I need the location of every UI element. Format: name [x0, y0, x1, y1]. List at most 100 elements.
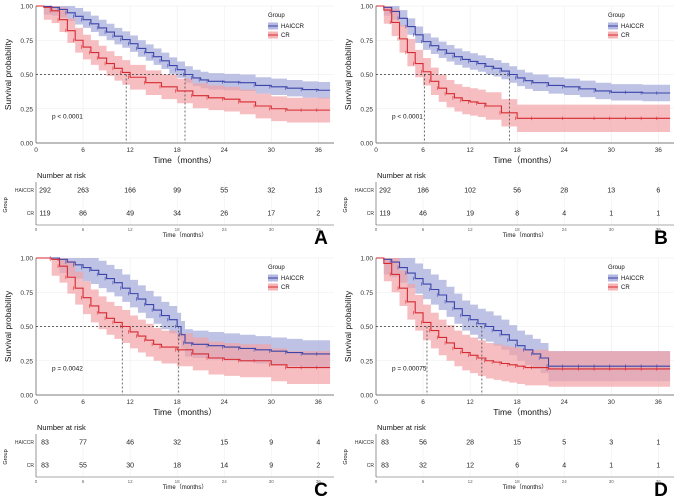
km-panel-b: 0.000.250.500.751.000 6 12 18 24 30 36Time（mon…	[343, 4, 674, 249]
risk-count: 83	[41, 440, 49, 447]
risk-x-tick-label: 30	[269, 227, 275, 232]
y-tick-label: 0.00	[20, 141, 33, 148]
x-tick-label: 18	[514, 147, 522, 154]
risk-row-label-cr: CR	[367, 463, 375, 469]
x-tick-label: 24	[561, 147, 569, 154]
x-tick-label: 30	[268, 147, 276, 154]
risk-count: 12	[466, 463, 474, 470]
x-tick-label: 30	[268, 399, 276, 406]
risk-count: 9	[269, 463, 273, 470]
risk-count: 6	[656, 188, 660, 195]
y-axis-title: Survival probability	[343, 290, 353, 362]
risk-count: 1	[609, 463, 613, 470]
p-value-label: p < 0.0001	[52, 113, 83, 120]
km-panel-d: 0.000.250.500.751.000 6 12 18 24 30 36Time（mon…	[343, 256, 674, 499]
x-tick-label: 30	[608, 399, 616, 406]
risk-count: 13	[314, 188, 322, 195]
km-panel-c: 0.000.250.500.751.000 6 12 18 24 30 36Time（mon…	[3, 256, 334, 499]
y-tick-label: 1.00	[360, 4, 373, 11]
risk-x-tick-label: 12	[128, 227, 134, 232]
y-tick-label: 1.00	[360, 256, 373, 263]
risk-count: 292	[39, 188, 51, 195]
risk-x-axis-title: Time（months）	[163, 232, 208, 239]
y-tick-label: 0.00	[360, 141, 373, 148]
y-axis-title: Survival probability	[343, 38, 353, 110]
y-tick-label: 0.50	[20, 72, 33, 79]
risk-count: 1	[656, 463, 660, 470]
x-tick-label: 18	[174, 147, 182, 154]
y-tick-label: 0.25	[20, 358, 33, 365]
risk-count: 8	[515, 211, 519, 218]
risk-count: 28	[560, 188, 568, 195]
km-line-haiccr	[36, 257, 331, 355]
risk-count: 102	[464, 188, 476, 195]
risk-row-label-haiccr: HAICCR	[15, 440, 35, 446]
x-axis-title: Time（months）	[493, 407, 556, 417]
ci-band-haiccr	[36, 258, 331, 368]
x-tick-label: 12	[466, 399, 474, 406]
risk-count: 186	[417, 188, 429, 195]
x-tick-label: 6	[81, 399, 85, 406]
legend-label-haiccr: HAICCR	[281, 24, 305, 30]
risk-count: 55	[220, 188, 228, 195]
risk-count: 166	[124, 188, 136, 195]
risk-count: 2	[316, 463, 320, 470]
legend-label-haiccr: HAICCR	[621, 276, 645, 282]
risk-count: 15	[513, 440, 521, 447]
x-tick-label: 36	[655, 147, 663, 154]
risk-count: 49	[126, 211, 134, 218]
risk-table-title: Number at risk	[377, 423, 426, 432]
x-tick-label: 24	[561, 399, 569, 406]
risk-count: 83	[41, 463, 49, 470]
y-tick-label: 0.50	[360, 324, 373, 331]
km-line-cr	[36, 257, 331, 369]
risk-count: 1	[656, 211, 660, 218]
x-tick-label: 6	[421, 399, 425, 406]
risk-count: 19	[466, 211, 474, 218]
risk-x-tick-label: 12	[128, 479, 134, 484]
risk-x-tick-label: 30	[609, 227, 615, 232]
risk-count: 46	[126, 440, 134, 447]
risk-x-tick-label: 18	[515, 479, 521, 484]
risk-count: 263	[77, 188, 89, 195]
risk-x-tick-label: 36	[656, 227, 662, 232]
p-value-label: p < 0.0001	[392, 113, 423, 120]
y-tick-label: 0.00	[360, 393, 373, 400]
risk-table-title: Number at risk	[37, 423, 86, 432]
panel-letter: C	[314, 480, 328, 499]
risk-x-tick-label: 18	[515, 227, 521, 232]
x-tick-label: 24	[221, 147, 229, 154]
risk-x-axis-title: Time（months）	[503, 232, 548, 239]
x-tick-label: 36	[655, 399, 663, 406]
risk-x-tick-label: 6	[82, 227, 85, 232]
y-tick-label: 0.00	[20, 393, 33, 400]
risk-x-tick-label: 24	[562, 479, 568, 484]
risk-count: 1	[656, 440, 660, 447]
y-tick-label: 0.25	[20, 106, 33, 113]
risk-count: 32	[419, 463, 427, 470]
risk-count: 55	[79, 463, 87, 470]
risk-row-label-cr: CR	[27, 211, 35, 217]
risk-x-tick-label: 12	[468, 227, 474, 232]
risk-x-tick-label: 36	[656, 479, 662, 484]
risk-x-tick-label: 6	[422, 227, 425, 232]
legend-title: Group	[268, 265, 285, 271]
risk-row-label-haiccr: HAICCR	[15, 188, 35, 194]
x-tick-label: 0	[374, 399, 378, 406]
km-line-cr	[376, 5, 671, 119]
risk-count: 13	[607, 188, 615, 195]
legend-label-haiccr: HAICCR	[281, 276, 305, 282]
km-line-haiccr	[36, 5, 331, 91]
risk-count: 15	[220, 440, 228, 447]
ci-band-haiccr	[36, 6, 331, 99]
risk-x-tick-label: 6	[422, 479, 425, 484]
p-value-label: p = 0.0042	[52, 365, 83, 372]
risk-group-axis-title: Group	[343, 449, 349, 464]
risk-count: 3	[609, 440, 613, 447]
x-tick-label: 18	[174, 399, 182, 406]
risk-count: 4	[316, 440, 320, 447]
risk-count: 18	[173, 463, 181, 470]
y-tick-label: 0.25	[360, 106, 373, 113]
panel-letter: D	[654, 480, 668, 499]
